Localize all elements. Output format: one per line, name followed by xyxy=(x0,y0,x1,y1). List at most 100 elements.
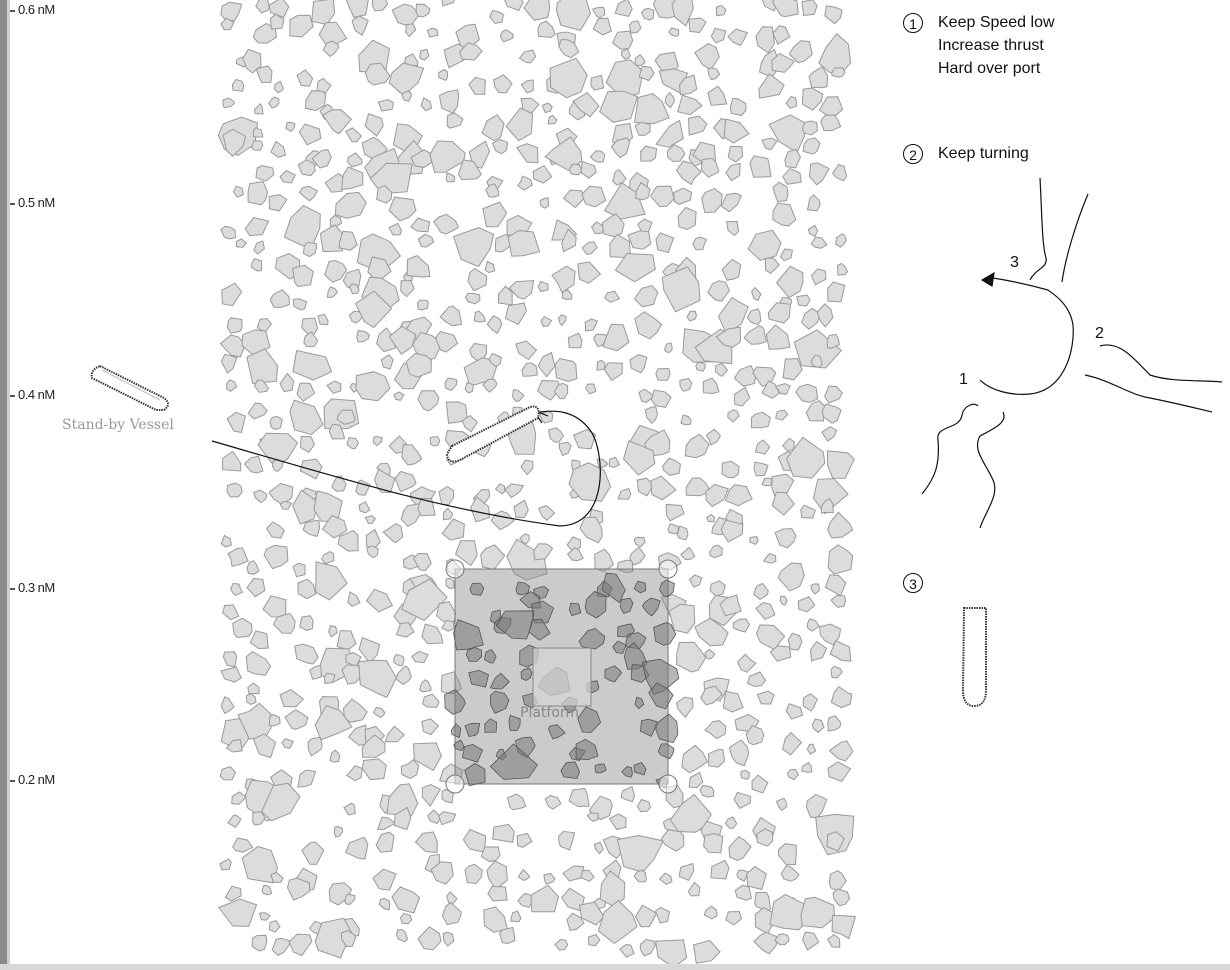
ice-floe xyxy=(393,653,405,667)
ice-floe xyxy=(445,401,468,424)
ice-floe xyxy=(227,547,249,568)
ice-floe xyxy=(258,912,271,921)
ice-floe xyxy=(726,220,740,237)
ice-floe xyxy=(699,784,715,798)
ice-floe xyxy=(580,160,597,179)
ice-floe xyxy=(597,899,638,945)
ice-floe xyxy=(780,864,800,882)
ice-floe xyxy=(444,377,458,391)
ice-floe xyxy=(601,572,626,604)
scale-tick xyxy=(10,203,15,205)
ice-floe xyxy=(785,703,804,720)
ice-floe xyxy=(591,6,606,19)
scale-tick xyxy=(10,780,15,782)
ice-floe xyxy=(296,69,314,87)
ice-floe xyxy=(667,523,679,535)
ice-floe xyxy=(419,679,432,693)
ice-floe xyxy=(567,332,583,349)
ice-floe xyxy=(345,127,363,143)
ice-floe xyxy=(551,265,576,294)
ice-floe xyxy=(547,724,566,740)
step-1-line: Hard over port xyxy=(938,60,1041,77)
ice-floe xyxy=(664,91,675,109)
ice-floe xyxy=(831,914,857,940)
ice-floe xyxy=(455,540,478,567)
ice-floe xyxy=(635,181,651,201)
ice-floe xyxy=(587,933,601,947)
ice-floe xyxy=(301,317,319,339)
ice-floe xyxy=(826,831,846,852)
ice-floe xyxy=(733,386,751,407)
ice-floe xyxy=(654,51,679,72)
ice-floe xyxy=(654,906,671,924)
ice-floe xyxy=(603,362,623,382)
ice-floe xyxy=(767,302,792,324)
ice-floe xyxy=(346,152,363,168)
ice-floe xyxy=(299,435,315,454)
ice-floe xyxy=(426,27,439,38)
ice-floe xyxy=(464,722,481,738)
ice-floe xyxy=(677,206,697,231)
ice-floe xyxy=(771,52,796,73)
ice-floe xyxy=(323,672,336,684)
ice-floe xyxy=(694,617,729,647)
ice-floe xyxy=(649,185,675,208)
ice-floe xyxy=(628,20,642,34)
step-1-number: 1 xyxy=(903,13,923,33)
ice-floe xyxy=(733,364,757,387)
ice-floe xyxy=(692,141,717,163)
ice-floe xyxy=(515,581,530,596)
ice-floe xyxy=(232,837,254,853)
ice-floe xyxy=(270,140,287,158)
ice-floe xyxy=(754,439,771,455)
window-edge-inner xyxy=(7,0,10,970)
ice-floe xyxy=(251,140,264,151)
ice-floe xyxy=(704,720,727,740)
ice-floe xyxy=(634,696,645,710)
ice-floe xyxy=(627,230,652,250)
ice-floe xyxy=(377,98,395,112)
ice-floe xyxy=(602,323,630,352)
ice-floe xyxy=(399,912,413,925)
ice-floe xyxy=(365,528,381,549)
ice-floe xyxy=(222,128,247,157)
ice-floe xyxy=(417,497,436,517)
ice-floe xyxy=(746,308,762,326)
ice-floe xyxy=(380,354,394,370)
ice-floe xyxy=(831,67,846,78)
ice-floe xyxy=(372,868,397,891)
ice-floe xyxy=(725,910,743,926)
turning-sketch xyxy=(921,177,1223,529)
ice-floe xyxy=(509,910,522,923)
ice-floe xyxy=(655,232,675,254)
ice-floe xyxy=(279,689,305,708)
ice-floe xyxy=(593,333,610,348)
ice-floe xyxy=(561,289,573,301)
ice-floe xyxy=(461,414,478,433)
ice-floe xyxy=(405,352,432,378)
ice-floe xyxy=(829,639,852,662)
ice-floe xyxy=(344,893,356,906)
ice-floe xyxy=(532,164,553,184)
ice-floe xyxy=(640,7,655,21)
ice-floe xyxy=(772,25,791,45)
ice-floe xyxy=(429,140,466,173)
ice-floe xyxy=(247,402,268,420)
ice-floe xyxy=(490,510,515,531)
ice-floe xyxy=(222,604,240,621)
ice-floe xyxy=(751,774,769,794)
ice-floe xyxy=(329,749,341,763)
ice-floe xyxy=(421,783,442,808)
ice-floe xyxy=(438,89,460,114)
ice-floe xyxy=(268,482,294,506)
ice-floe xyxy=(417,926,442,951)
ice-floe xyxy=(655,367,671,381)
ice-floe xyxy=(394,470,417,493)
ice-floe xyxy=(328,882,352,906)
ice-floe xyxy=(227,814,242,828)
ice-floe xyxy=(361,758,387,781)
ice-floe xyxy=(736,869,749,882)
ice-floe xyxy=(692,236,708,251)
ice-floe xyxy=(599,90,639,123)
ice-floe xyxy=(688,574,703,588)
